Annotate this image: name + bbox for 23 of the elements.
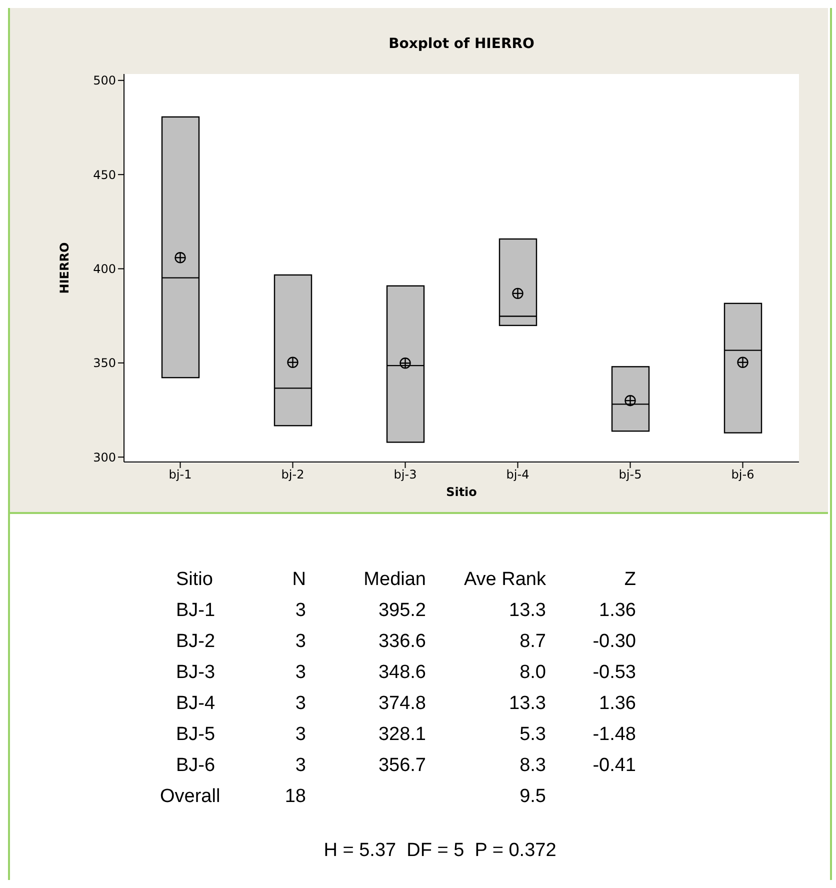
- text: BJ-5 3 328.1 5.3 -1.48: [176, 724, 636, 745]
- x-tick-label: bj-4: [506, 468, 530, 482]
- text: H = 5.37 DF = 5 P = 0.372: [322, 840, 558, 862]
- text: Overall 18 9.5: [160, 786, 546, 807]
- x-axis-title: Sitio: [446, 485, 477, 499]
- x-tick-label: bj-1: [168, 468, 192, 482]
- y-tick-label: 450: [93, 168, 116, 182]
- text: Sitio N Median Ave Rank Z: [176, 569, 636, 590]
- text: BJ-1 3 395.2 13.3 1.36: [176, 600, 636, 621]
- y-tick-label: 350: [93, 356, 116, 370]
- x-tick-label: bj-6: [731, 468, 754, 482]
- chart-title: Boxplot of HIERRO: [388, 36, 536, 52]
- text: BJ-2 3 336.6 8.7 -0.30: [176, 631, 636, 652]
- x-tick-label: bj-5: [618, 468, 642, 482]
- text: BJ-4 3 374.8 13.3 1.36: [176, 693, 636, 714]
- x-tick-label: bj-2: [281, 468, 304, 482]
- text: BJ-3 3 348.6 8.0 -0.53: [176, 662, 636, 683]
- text: BJ-6 3 356.7 8.3 -0.41: [176, 755, 636, 776]
- y-tick-label: 400: [93, 262, 116, 276]
- y-axis-title: HIERRO: [57, 242, 72, 294]
- x-tick-label: bj-3: [394, 468, 417, 482]
- y-tick-label: 500: [93, 74, 116, 88]
- y-tick-label: 300: [93, 450, 116, 464]
